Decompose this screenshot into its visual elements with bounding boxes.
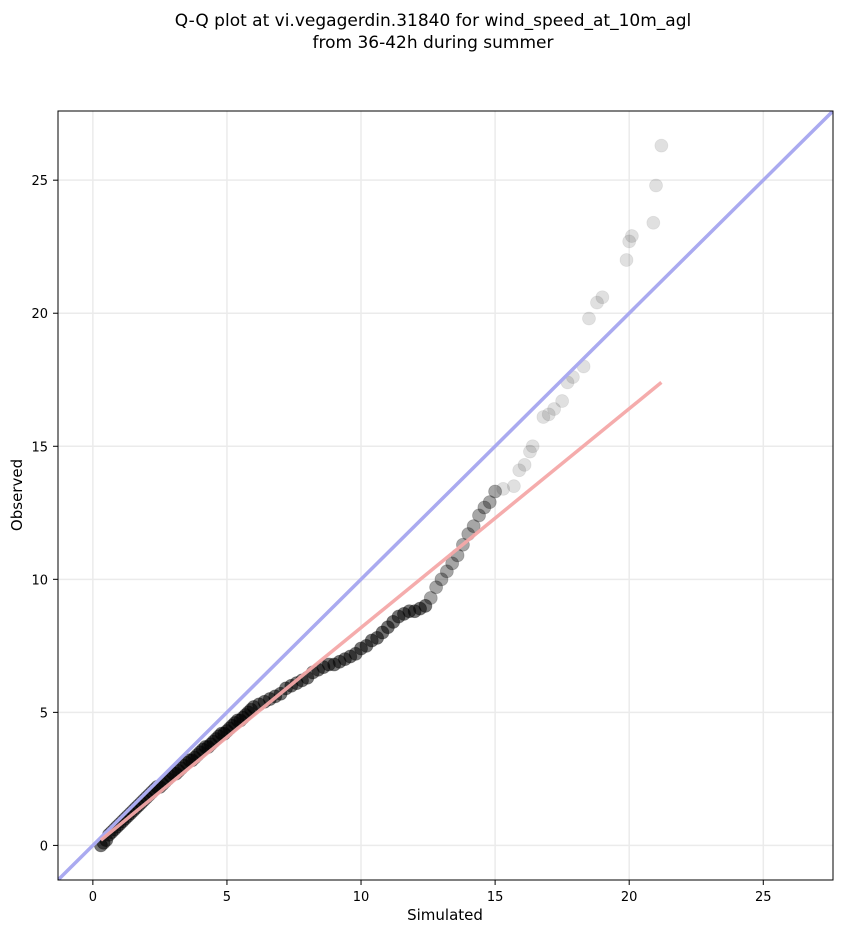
data-point xyxy=(506,479,521,494)
data-point xyxy=(512,463,527,478)
data-point xyxy=(536,410,551,424)
x-tick-label: 20 xyxy=(621,890,638,905)
x-axis-label: Simulated xyxy=(407,906,483,924)
data-points xyxy=(94,138,669,853)
data-point xyxy=(482,495,497,510)
data-point xyxy=(649,178,663,193)
plot-frame xyxy=(57,110,834,881)
data-point xyxy=(496,481,511,496)
data-point xyxy=(488,484,503,499)
data-point xyxy=(619,253,634,267)
data-point xyxy=(582,311,596,326)
x-tick-label: 25 xyxy=(755,890,772,905)
y-tick-label: 15 xyxy=(31,440,48,455)
chart-title: Q-Q plot at vi.vegagerdin.31840 for wind… xyxy=(175,11,691,31)
data-point xyxy=(439,564,454,579)
data-point xyxy=(472,508,486,523)
data-point xyxy=(477,500,492,515)
data-point xyxy=(646,215,661,230)
data-point xyxy=(555,394,570,408)
y-tick-label: 10 xyxy=(31,573,48,588)
y-tick-label: 25 xyxy=(31,174,48,189)
y-tick-label: 0 xyxy=(40,839,48,854)
data-point xyxy=(517,457,532,472)
chart-subtitle: from 36-42h during summer xyxy=(313,33,554,53)
data-point xyxy=(624,229,639,243)
fit-line xyxy=(99,381,663,842)
data-point xyxy=(434,572,449,587)
grid-lines xyxy=(58,111,833,880)
data-point xyxy=(466,519,481,534)
identity-line xyxy=(58,111,833,880)
data-point xyxy=(547,402,562,416)
data-point xyxy=(429,580,444,595)
x-tick-label: 0 xyxy=(89,890,97,905)
data-point xyxy=(595,290,610,305)
y-tick-label: 5 xyxy=(40,706,48,721)
y-tick-label: 20 xyxy=(31,307,48,322)
y-axis-label: Observed xyxy=(8,459,26,531)
x-tick-label: 10 xyxy=(353,890,370,905)
data-point xyxy=(445,556,460,571)
data-point xyxy=(622,234,637,249)
data-point xyxy=(523,444,537,459)
axis-ticks: 0 5 10 15 20 25 0 5 10 15 20 25 xyxy=(31,174,771,905)
x-tick-label: 15 xyxy=(487,890,504,905)
data-point xyxy=(654,138,669,153)
x-tick-label: 5 xyxy=(223,890,231,905)
data-point xyxy=(525,439,540,454)
reference-lines xyxy=(58,111,833,880)
data-point xyxy=(423,591,438,605)
data-point xyxy=(418,599,433,613)
data-point xyxy=(590,295,604,310)
data-point xyxy=(541,407,556,422)
